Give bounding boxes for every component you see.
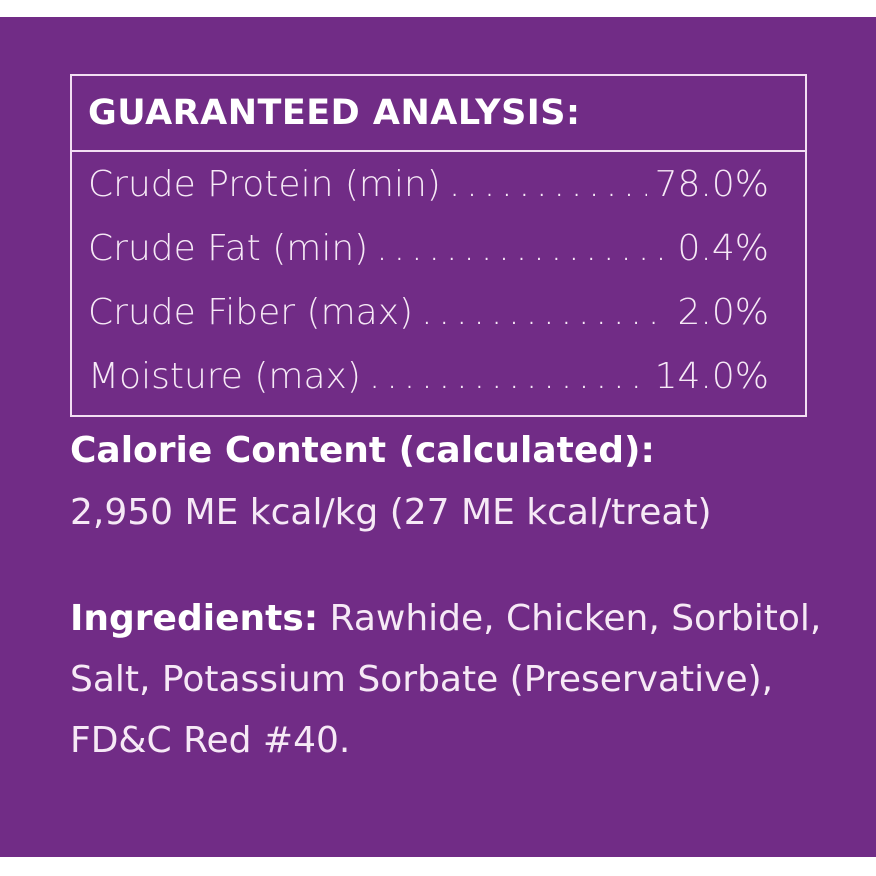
analysis-title: GUARANTEED ANALYSIS:	[72, 76, 805, 152]
leader-dots: ........................................	[368, 355, 647, 397]
calorie-heading: Calorie Content (calculated):	[70, 430, 655, 471]
leader-dots: ........................................	[421, 291, 669, 333]
calorie-content: Calorie Content (calculated): 2,950 ME k…	[70, 420, 712, 544]
calorie-value: 2,950 ME kcal/kg (27 ME kcal/treat)	[70, 492, 712, 533]
label-panel: GUARANTEED ANALYSIS: Crude Protein (min)…	[0, 17, 876, 857]
leader-dots: ........................................	[376, 227, 670, 269]
row-label: Moisture (max)	[88, 355, 361, 397]
analysis-row: Crude Fiber (max) ......................…	[72, 280, 805, 344]
row-label: Crude Protein (min)	[88, 163, 441, 205]
row-label: Crude Fat (min)	[88, 227, 369, 269]
ingredients-text: Rawhide, Chicken, Sorbitol, Salt, Potass…	[70, 598, 822, 761]
ingredients-heading: Ingredients:	[70, 598, 319, 639]
leader-dots: ........................................	[448, 163, 647, 205]
row-value: 14.0%	[654, 355, 769, 397]
row-value: 78.0%	[654, 163, 769, 205]
row-value: 2.0%	[677, 291, 769, 333]
analysis-row: Moisture (max) .........................…	[72, 344, 805, 408]
row-value: 0.4%	[677, 227, 769, 269]
ingredients: Ingredients: Rawhide, Chicken, Sorbitol,…	[70, 588, 840, 771]
analysis-row: Crude Protein (min) ....................…	[72, 152, 805, 216]
row-label: Crude Fiber (max)	[88, 291, 414, 333]
analysis-row: Crude Fat (min) ........................…	[72, 216, 805, 280]
guaranteed-analysis-table: GUARANTEED ANALYSIS: Crude Protein (min)…	[70, 74, 807, 417]
